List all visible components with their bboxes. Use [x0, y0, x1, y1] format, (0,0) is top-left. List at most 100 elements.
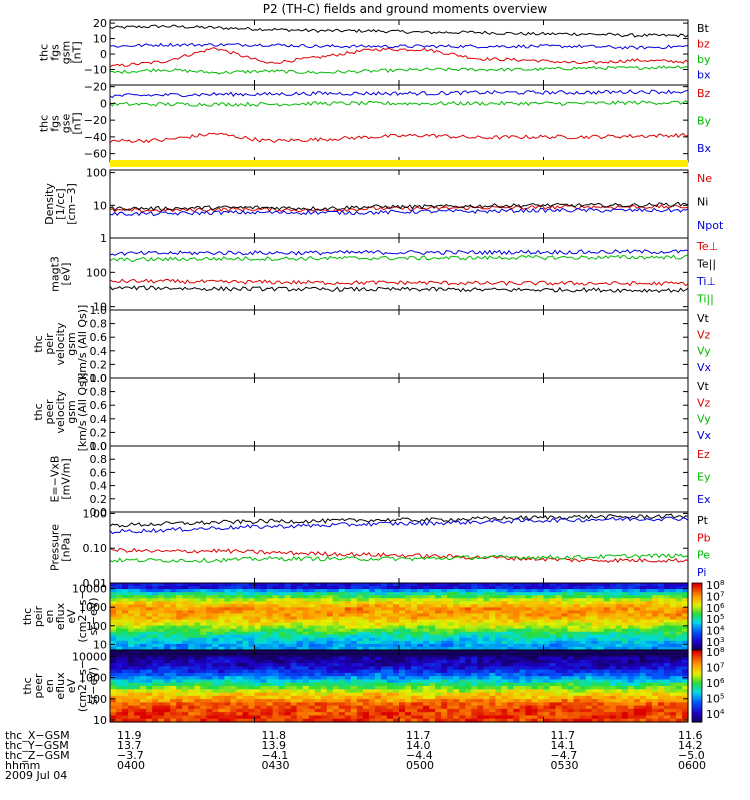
heatmap-cell — [116, 601, 123, 605]
heatmap-cell — [489, 631, 496, 636]
heatmap-cell — [573, 656, 581, 661]
heatmap-cell — [296, 595, 304, 599]
heatmap-cell — [537, 583, 545, 587]
heatmap-cell — [459, 631, 466, 636]
heatmap-cell — [585, 676, 593, 681]
heatmap-cell — [423, 622, 430, 627]
heatmap-cell — [362, 656, 370, 661]
heatmap-cell — [362, 604, 370, 608]
heatmap-cell — [525, 715, 533, 720]
heatmap-cell — [176, 715, 183, 720]
heatmap-cell — [465, 689, 472, 694]
heatmap-cell — [543, 695, 551, 700]
heatmap-cell — [284, 607, 292, 612]
heatmap-cell — [435, 663, 442, 667]
heatmap-cell — [278, 692, 286, 697]
heatmap-cell — [453, 708, 460, 713]
heatmap-cell — [110, 604, 117, 608]
legend-entry: bx — [697, 68, 711, 81]
heatmap-cell — [194, 663, 201, 667]
heatmap-cell — [176, 650, 183, 654]
colorbar-segment — [692, 614, 702, 618]
heatmap-cell — [134, 613, 141, 618]
heatmap-cell — [573, 631, 581, 636]
heatmap-cell — [429, 705, 436, 710]
heatmap-cell — [441, 628, 448, 633]
heatmap-cell — [483, 637, 490, 642]
heatmap-cell — [681, 622, 689, 627]
heatmap-cell — [338, 583, 346, 587]
heatmap-cell — [531, 702, 539, 707]
heatmap-cell — [254, 699, 262, 703]
colorbar-segment — [692, 660, 702, 664]
heatmap-cell — [152, 653, 159, 658]
heatmap-cell — [525, 672, 533, 677]
heatmap-cell — [200, 699, 207, 703]
heatmap-cell — [272, 682, 280, 687]
heatmap-cell — [459, 666, 466, 671]
heatmap-cell — [609, 616, 617, 621]
heatmap-cell — [308, 616, 316, 621]
heatmap-cell — [230, 622, 238, 627]
heatmap-cell — [609, 619, 617, 624]
heatmap-cell — [567, 669, 575, 674]
heatmap-cell — [314, 672, 322, 677]
heatmap-cell — [242, 601, 250, 605]
heatmap-cell — [645, 628, 653, 633]
heatmap-cell — [392, 592, 400, 596]
y-tick-label: 0.01 — [83, 577, 108, 590]
heatmap-cell — [392, 692, 400, 697]
series-line-By — [109, 100, 689, 107]
heatmap-cell — [326, 625, 334, 630]
heatmap-cell — [290, 702, 298, 707]
heatmap-cell — [212, 631, 219, 636]
heatmap-cell — [585, 631, 593, 636]
heatmap-cell — [182, 718, 189, 723]
heatmap-cell — [537, 715, 545, 720]
heatmap-cell — [302, 666, 310, 671]
heatmap-cell — [350, 705, 358, 710]
heatmap-cell — [579, 610, 587, 615]
heatmap-cell — [236, 601, 244, 605]
heatmap-cell — [176, 586, 183, 590]
heatmap-cell — [164, 646, 171, 651]
heatmap-cell — [555, 637, 563, 642]
heatmap-cell — [543, 634, 551, 639]
heatmap-cell — [663, 595, 671, 599]
heatmap-cell — [242, 718, 250, 723]
heatmap-cell — [236, 659, 244, 664]
heatmap-cell — [555, 610, 563, 615]
heatmap-cell — [188, 659, 195, 664]
heatmap-cell — [501, 692, 508, 697]
heatmap-cell — [399, 650, 406, 654]
heatmap-cell — [170, 622, 177, 627]
heatmap-cell — [188, 583, 195, 587]
heatmap-cell — [513, 598, 521, 602]
heatmap-cell — [368, 682, 376, 687]
heatmap-cell — [302, 631, 310, 636]
heatmap-cell — [212, 583, 219, 587]
heatmap-cell — [140, 718, 147, 723]
x-tick-label-time: 0530 — [551, 759, 579, 772]
heatmap-cell — [260, 715, 268, 720]
heatmap-cell — [471, 619, 478, 624]
heatmap-cell — [386, 653, 394, 658]
heatmap-cell — [392, 682, 400, 687]
heatmap-cell — [573, 663, 581, 667]
heatmap-cell — [471, 686, 478, 690]
heatmap-cell — [657, 643, 665, 648]
heatmap-cell — [519, 631, 527, 636]
heatmap-cell — [555, 679, 563, 684]
heatmap-cell — [465, 637, 472, 642]
heatmap-cell — [254, 663, 262, 667]
heatmap-cell — [146, 679, 153, 684]
heatmap-cell — [651, 616, 659, 621]
heatmap-cell — [471, 666, 478, 671]
heatmap-cell — [543, 610, 551, 615]
heatmap-cell — [218, 610, 225, 615]
heatmap-cell — [411, 601, 418, 605]
heatmap-cell — [567, 634, 575, 639]
heatmap-cell — [164, 619, 171, 624]
heatmap-cell — [603, 663, 611, 667]
heatmap-cell — [483, 646, 490, 651]
